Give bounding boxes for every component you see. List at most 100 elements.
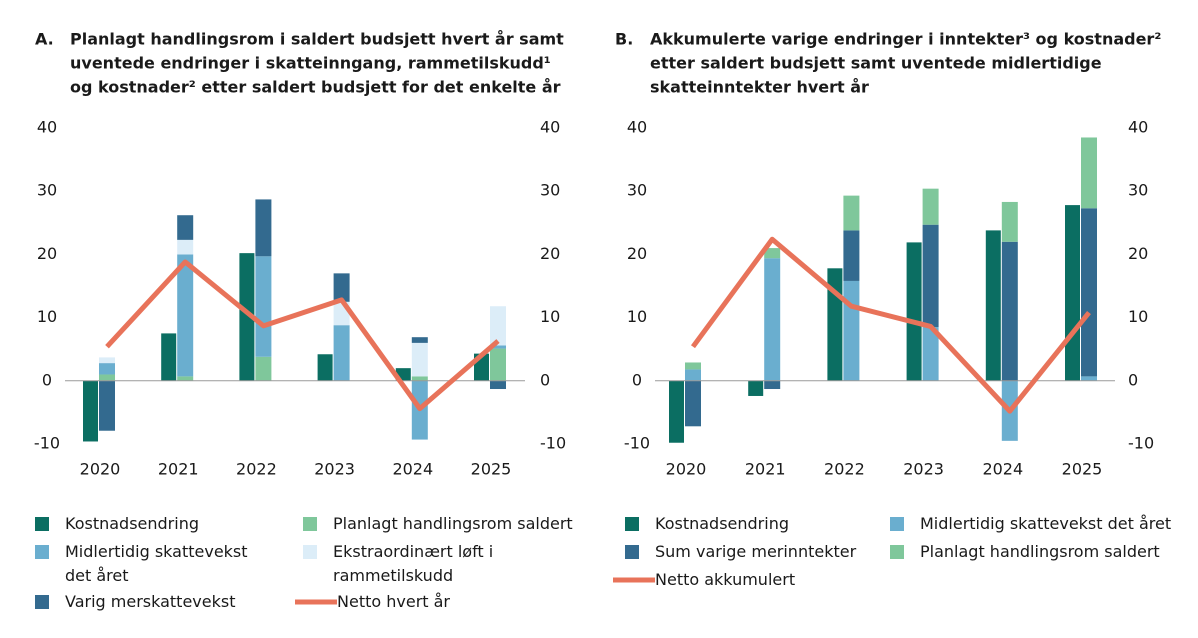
line (105, 259, 500, 412)
legend-label: Ekstraordinært løft i rammetilskudd (333, 542, 494, 585)
y-tick-label: 10 (37, 307, 57, 326)
y-tick-label: 20 (627, 244, 647, 263)
legend-label: Sum varige merinntekter (655, 542, 857, 561)
bar (177, 376, 194, 381)
bar (764, 258, 781, 381)
bar (239, 253, 255, 381)
y-tick-label: 0 (42, 370, 52, 389)
x-tick-label: 2020 (666, 460, 707, 479)
bar (843, 230, 860, 281)
y2-tick-label: 20 (1128, 244, 1148, 263)
legend-swatch (625, 545, 639, 559)
x-tick-label: 2025 (471, 460, 512, 479)
bar (411, 342, 428, 377)
bar (255, 199, 272, 257)
bar (1065, 205, 1080, 381)
bar (490, 348, 506, 381)
y2-tick-label: -10 (1128, 434, 1154, 453)
legend-swatch (35, 517, 49, 531)
x-tick-label: 2022 (236, 460, 277, 479)
bar (985, 230, 1001, 381)
panel-label: B. (615, 30, 633, 49)
legend-label: Kostnadsendring (65, 514, 199, 533)
bar (1081, 208, 1097, 377)
y-tick-label: 20 (37, 244, 57, 263)
bar (906, 242, 922, 381)
y2-tick-label: 30 (540, 181, 560, 200)
x-tick-label: 2024 (982, 460, 1023, 479)
y-tick-label: 0 (632, 370, 642, 389)
chart-title: etter saldert budsjett samt uventede mid… (650, 54, 1102, 73)
panel-label: A. (35, 30, 54, 49)
bar (922, 224, 939, 328)
line (690, 236, 1091, 414)
y-tick-label: 40 (627, 118, 647, 137)
bar (685, 369, 701, 381)
y-tick-label: 30 (627, 181, 647, 200)
bar (685, 362, 701, 370)
x-tick-label: 2024 (392, 460, 433, 479)
y2-tick-label: 0 (540, 370, 550, 389)
y-tick-label: 30 (37, 181, 57, 200)
bar (255, 256, 272, 357)
bar (843, 280, 860, 381)
x-tick-label: 2021 (158, 460, 199, 479)
bar (161, 333, 177, 381)
bar (1001, 201, 1018, 242)
x-tick-label: 2023 (903, 460, 944, 479)
x-tick-label: 2021 (745, 460, 786, 479)
legend-swatch (35, 545, 49, 559)
legend-label: Kostnadsendring (655, 514, 789, 533)
y-tick-label: -10 (34, 434, 60, 453)
legend-label: Midlertidig skattevekst det året (65, 542, 248, 585)
chart-title: skatteinntekter hvert år (650, 78, 869, 97)
legend-label: Midlertidig skattevekst det året (920, 514, 1172, 533)
legend-swatch (303, 545, 317, 559)
legend-label: Planlagt handlingsrom saldert (920, 542, 1160, 561)
bar (669, 380, 684, 443)
bar (1081, 137, 1097, 209)
bar (490, 380, 506, 390)
x-tick-label: 2025 (1062, 460, 1103, 479)
y2-tick-label: 30 (1128, 181, 1148, 200)
bar (333, 273, 350, 302)
bar (411, 337, 428, 343)
chart-title: Akkumulerte varige endringer i inntekter… (650, 30, 1161, 49)
bar (99, 380, 115, 431)
bar (177, 215, 194, 240)
y-tick-label: -10 (624, 434, 650, 453)
legend-swatch (35, 595, 49, 609)
bar (764, 380, 781, 390)
y2-tick-label: 40 (1128, 118, 1148, 137)
x-tick-label: 2022 (824, 460, 865, 479)
legend-swatch (890, 545, 904, 559)
x-tick-label: 2020 (80, 460, 121, 479)
y2-tick-label: 10 (1128, 307, 1148, 326)
bar (490, 345, 506, 349)
bar (177, 254, 194, 377)
bar (255, 356, 272, 381)
bar (333, 325, 350, 381)
legend-label: Netto hvert år (337, 592, 451, 611)
y2-tick-label: 40 (540, 118, 560, 137)
y2-tick-label: 20 (540, 244, 560, 263)
legend-label: Planlagt handlingsrom saldert (333, 514, 573, 533)
y2-tick-label: -10 (540, 434, 566, 453)
legend-label: Netto akkumulert (655, 570, 796, 589)
bar (99, 363, 115, 375)
y-tick-label: 10 (627, 307, 647, 326)
bar (177, 239, 194, 255)
x-tick-label: 2023 (314, 460, 355, 479)
bar (843, 195, 860, 231)
bar (83, 380, 98, 442)
legend-swatch (303, 517, 317, 531)
bar (317, 354, 333, 381)
legend-label: Varig merskattevekst (65, 592, 236, 611)
bar (764, 248, 781, 259)
bar (411, 376, 428, 381)
bar (685, 380, 701, 427)
bar (99, 374, 115, 381)
legend-swatch (625, 517, 639, 531)
